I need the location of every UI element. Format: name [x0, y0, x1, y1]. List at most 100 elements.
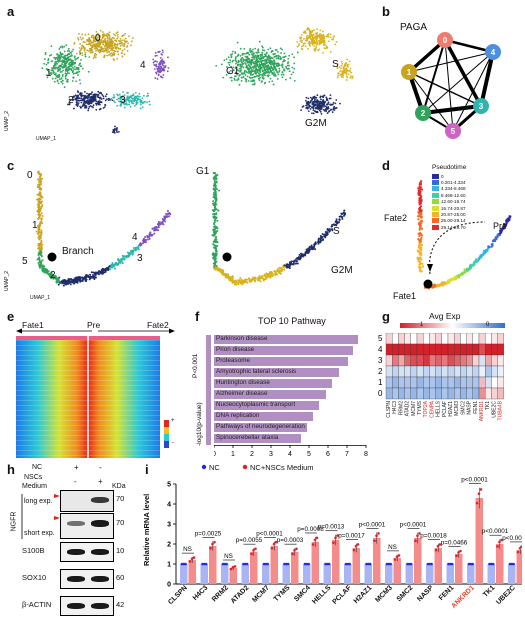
pseudotime-legend-item: 29.14-29.70	[432, 224, 466, 230]
qpcr-category-label: TYMS	[273, 584, 292, 603]
heatmap-g-cell	[385, 387, 393, 400]
heatmap-g-cell	[423, 365, 430, 378]
qpcr-dot-nsc	[211, 542, 214, 546]
heatmap-g-cell	[447, 333, 455, 345]
qpcr-pvalue: NS	[388, 544, 397, 551]
heatmap-g-cell	[485, 333, 492, 345]
heatmap-g-cell	[398, 343, 405, 356]
qpcr-dot-nc	[344, 562, 348, 566]
heatmap-g-min: 0	[486, 322, 490, 328]
qpcr-dot-nsc	[356, 543, 360, 546]
wb-kda: KDa	[112, 483, 126, 490]
heatmap-g-cell	[385, 376, 393, 389]
qpcr-pvalue: p<0.0001	[482, 528, 509, 535]
heatmap-g-cell	[398, 365, 405, 378]
qpcr-bar-nc	[323, 564, 331, 584]
qpcr-dot-nsc	[479, 488, 483, 491]
paga-node-1	[401, 64, 417, 80]
qpcr-dot-nsc	[518, 547, 522, 550]
qpcr-category-label: H2AZ1	[353, 584, 374, 605]
qpcr-dot-nc	[307, 562, 310, 566]
pathway-bar-label: Nucleocytoplasmic transport	[216, 401, 296, 408]
pathway-xtick: 8	[364, 451, 368, 457]
qpcr-dot-nc	[223, 562, 227, 566]
qpcr-dot-nsc	[295, 547, 298, 551]
pathway-bar	[214, 401, 319, 410]
heatmap-g-cell	[466, 365, 473, 378]
heatmap-g-cell	[435, 387, 442, 400]
qpcr-dot-nc	[450, 562, 454, 566]
heatmap-g-cell	[460, 376, 467, 389]
qpcr-pvalue: p<0.0001	[400, 521, 427, 528]
qpcr-dot-nc	[348, 562, 351, 566]
heatmap-g-cell	[497, 333, 504, 345]
panel-letter-g: g	[382, 309, 390, 324]
pathway-bar	[214, 423, 308, 432]
qpcr-bar-nc	[405, 564, 413, 584]
qpcr-legend-nc: NC	[209, 463, 220, 472]
wb-long-exp: long exp.	[24, 498, 53, 505]
pathway-bar-label: Spinocerebellar ataxia	[216, 434, 279, 441]
heatmap-g-cell	[478, 333, 486, 345]
qpcr-pvalue: p=0.0025	[195, 530, 222, 537]
qpcr-dot-nc	[447, 562, 450, 566]
qpcr-dot-nc	[409, 562, 413, 566]
panel-letter-b: b	[382, 4, 390, 19]
pathway-bar-label: Amyotrophic lateral sclerosis	[216, 368, 297, 375]
qpcr-dot-nc	[286, 562, 290, 566]
heatmap-g-gene-label: CENPA	[429, 400, 435, 418]
umap-cluster-label-2: 2	[68, 95, 74, 106]
paga-node-label-0: 0	[443, 36, 448, 45]
qpcr-bar-nsc	[188, 560, 196, 584]
traj-label-2: 2	[50, 270, 56, 281]
qpcr-dot-nsc	[397, 554, 401, 557]
heatmap-g-cell	[429, 343, 436, 356]
qpcr-dot-nsc	[373, 539, 376, 543]
pathway-bar-label: Huntington disease	[216, 379, 270, 386]
pathway-xtick: 5	[307, 451, 311, 457]
qpcr-dot-nsc	[332, 541, 335, 544]
qpcr-dot-nc	[449, 562, 452, 566]
trajectory-clusters	[35, 170, 172, 287]
heatmap-g-cell	[447, 365, 455, 378]
qpcr-bar-nc	[180, 564, 188, 584]
heatmap-g-cell	[385, 343, 393, 356]
heatmap-g-cell	[410, 343, 418, 356]
qpcr-dot-nsc	[354, 544, 358, 548]
heatmap-e-scale	[164, 420, 169, 448]
heatmap-e-scale-max: +	[171, 418, 175, 424]
traj-label-3: 3	[137, 253, 143, 264]
heatmap-g-cell	[466, 343, 473, 356]
heatmap-g-cell	[398, 387, 405, 400]
heatmap-g-cell	[429, 376, 436, 389]
heatmap-g-cell	[423, 376, 430, 389]
pathway-xtick: 4	[288, 451, 292, 457]
paga-node-label-2: 2	[421, 109, 426, 118]
traj-label-1: 1	[32, 220, 38, 231]
qpcr-bar-nc	[385, 564, 393, 584]
heatmap-g-cell	[466, 387, 473, 400]
qpcr-bar-nc	[200, 564, 208, 584]
qpcr-dot-nc	[426, 562, 430, 566]
umap-scatter-phases	[215, 27, 354, 115]
qpcr-pvalue: p=0.0055	[236, 537, 263, 544]
heatmap-g-cell	[416, 354, 424, 367]
qpcr-dot-nsc	[252, 549, 255, 552]
qpcr-bar-nsc	[414, 538, 422, 584]
qpcr-bar-nc	[221, 564, 229, 584]
qpcr-dot-nc	[387, 562, 391, 566]
wb-blot-ngfr-short	[60, 513, 114, 539]
heatmap-g-cell	[398, 376, 405, 389]
pathway-xtick: 3	[269, 451, 273, 457]
heatmap-g-cell	[491, 365, 498, 378]
qpcr-bar-nsc	[475, 498, 483, 584]
heatmap-g-cell	[435, 333, 442, 345]
heatmap-g-cell	[454, 376, 461, 389]
heatmap-g-cell	[491, 376, 498, 389]
heatmap-g-cell	[472, 354, 480, 367]
qpcr-dot-nsc	[475, 501, 479, 505]
qpcr-ytick: 3	[167, 522, 171, 529]
qpcr-ytick: 1	[167, 562, 171, 569]
qpcr-dot-nc	[225, 562, 228, 566]
pathway-bar-label: Parkinson disease	[216, 335, 268, 342]
